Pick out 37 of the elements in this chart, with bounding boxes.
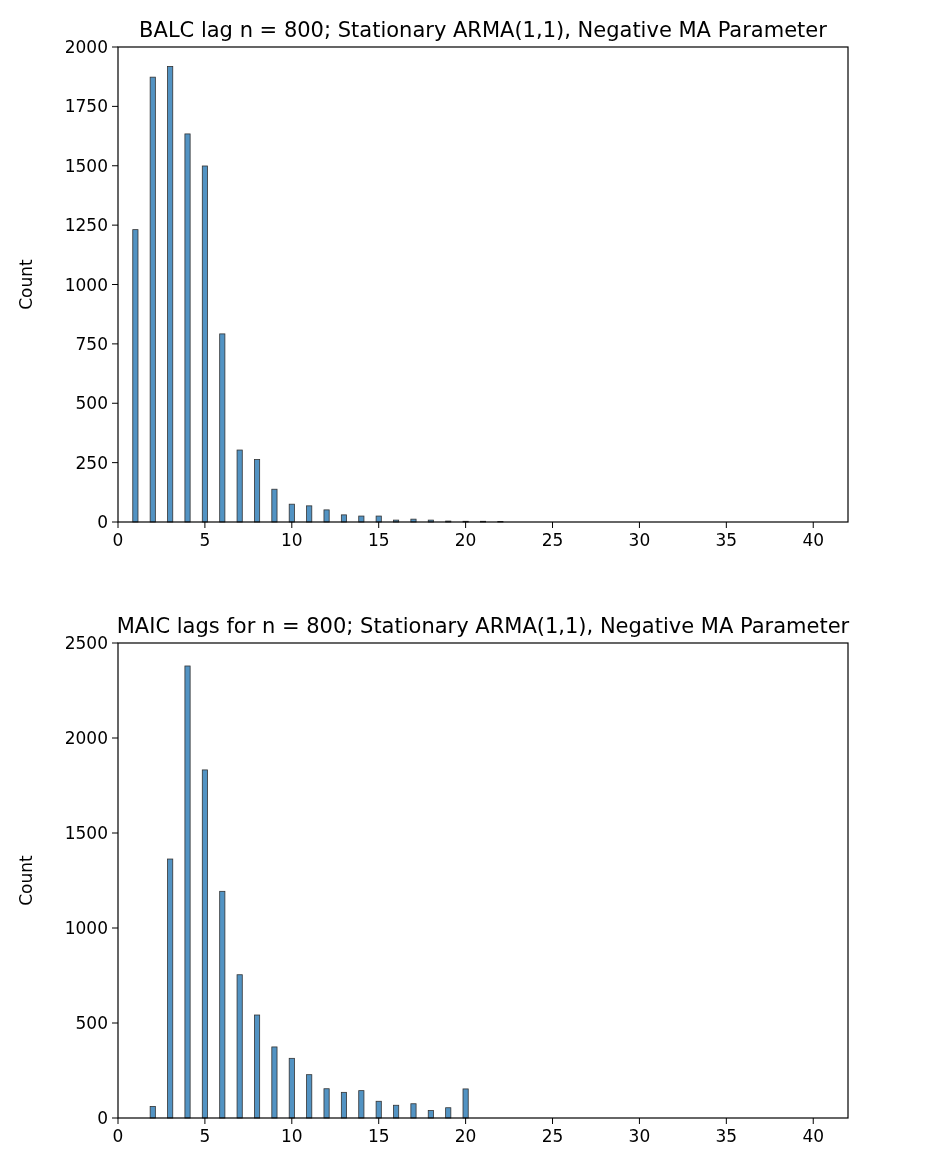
chart-title: MAIC lags for n = 800; Stationary ARMA(1,1), Negative MA Parameter xyxy=(116,614,850,638)
x-tick-label: 35 xyxy=(715,530,738,550)
y-axis-title: Count xyxy=(16,854,36,906)
y-tick-label: 250 xyxy=(75,452,108,473)
chart-title: BALC lag n = 800; Stationary ARMA(1,1), Negative MA Parameter xyxy=(139,18,828,42)
x-tick-label: 5 xyxy=(199,1126,211,1146)
x-tick-label: 40 xyxy=(802,530,825,550)
y-tick-label: 1250 xyxy=(64,215,108,236)
y-tick-label: 500 xyxy=(75,1013,108,1033)
y-tick-label: 1750 xyxy=(64,96,108,117)
x-tick-label: 25 xyxy=(541,530,564,550)
y-axis-title: Count xyxy=(16,258,36,310)
y-tick-label: 1000 xyxy=(64,918,108,938)
x-tick-label: 40 xyxy=(802,1126,825,1146)
y-tick-label: 2000 xyxy=(64,728,108,748)
x-tick-label: 25 xyxy=(541,1126,564,1146)
y-tick-label: 0 xyxy=(97,512,108,532)
x-tick-label: 20 xyxy=(454,530,477,550)
y-tick-label: 1500 xyxy=(64,823,108,843)
x-tick-label: 30 xyxy=(628,530,651,550)
x-tick-label: 15 xyxy=(367,1126,390,1146)
x-tick-label: 15 xyxy=(367,530,390,550)
y-tick-label: 0 xyxy=(97,1108,108,1128)
y-tick-label: 2000 xyxy=(64,37,108,57)
y-tick-label: 1500 xyxy=(64,155,108,176)
x-tick-label: 20 xyxy=(454,1126,477,1146)
x-tick-label: 10 xyxy=(280,1126,303,1146)
x-tick-label: 0 xyxy=(112,530,124,550)
x-tick-label: 10 xyxy=(280,530,303,550)
y-tick-label: 750 xyxy=(75,333,108,354)
x-tick-label: 30 xyxy=(628,1126,651,1146)
x-tick-label: 0 xyxy=(112,1126,124,1146)
x-tick-label: 35 xyxy=(715,1126,738,1146)
x-tick-label: 5 xyxy=(199,530,211,550)
y-tick-label: 500 xyxy=(75,393,108,414)
y-tick-label: 1000 xyxy=(64,274,108,295)
y-tick-label: 2500 xyxy=(64,633,108,653)
